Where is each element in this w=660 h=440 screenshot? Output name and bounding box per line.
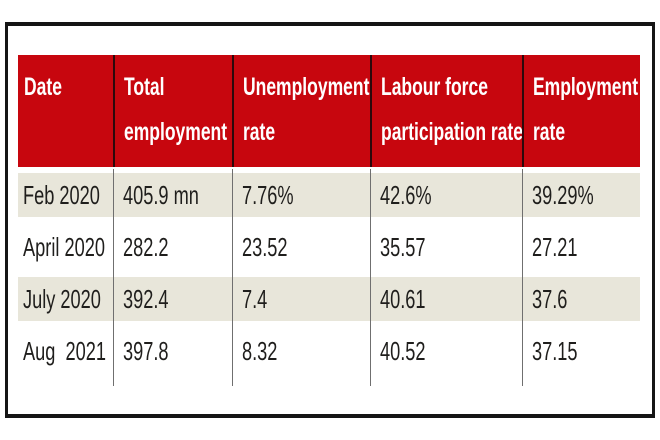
table-cell: 405.9 mn — [113, 169, 232, 221]
header-label: Total — [124, 73, 165, 101]
table-cell: 397.8 — [113, 325, 232, 377]
table-cell: April 2020 — [18, 221, 113, 273]
cell-value: 7.4 — [242, 284, 268, 314]
header-label: Date — [24, 73, 62, 101]
cell-value: 282.2 — [123, 232, 169, 262]
cell-value: 40.61 — [380, 284, 426, 314]
table-cell: 23.52 — [232, 221, 370, 273]
cell-value: 39.29% — [532, 180, 594, 210]
table-cell: 8.32 — [232, 325, 370, 377]
table-cell: 40.61 — [370, 273, 522, 325]
cell-value: 23.52 — [242, 232, 288, 262]
table-cell: 392.4 — [113, 273, 232, 325]
spacer-cell — [113, 377, 232, 386]
table-cell: 282.2 — [113, 221, 232, 273]
header-label: Labour force — [381, 73, 488, 101]
cell-value: April 2020 — [23, 232, 105, 262]
spacer-cell — [522, 377, 640, 386]
header-cell-unemployment-rate: Unemployment rate — [232, 55, 370, 167]
header-cell-labour-force-participation-rate: Labour force participation rate — [370, 55, 522, 167]
table-cell: 37.6 — [522, 273, 640, 325]
table-cell: 40.52 — [370, 325, 522, 377]
header-label: Unemployment — [243, 73, 370, 101]
header-label: rate — [533, 118, 566, 146]
header-cell-employment-rate: Employment rate — [522, 55, 640, 167]
table-cell: 7.4 — [232, 273, 370, 325]
cell-value: Aug 2021 — [23, 336, 106, 366]
column-divider-extension-row — [18, 377, 640, 386]
table-cell: 37.15 — [522, 325, 640, 377]
header-cell-date: Date — [18, 55, 113, 167]
header-label: Employment — [533, 73, 639, 101]
table-cell: 42.6% — [370, 169, 522, 221]
table-cell: Aug 2021 — [18, 325, 113, 377]
cell-value: July 2020 — [23, 284, 101, 314]
cell-value: Feb 2020 — [23, 180, 100, 210]
cell-value: 35.57 — [380, 232, 426, 262]
cell-value: 27.21 — [532, 232, 578, 262]
table-row-feb-2020: Feb 2020 405.9 mn 7.76% 42.6% 39.29% — [18, 169, 640, 221]
cell-value: 42.6% — [380, 180, 432, 210]
employment-data-table: Date Total employment Unemployment rate … — [18, 55, 640, 386]
table-row-aug-2021: Aug 2021 397.8 8.32 40.52 37.15 — [18, 325, 640, 377]
spacer-cell — [18, 377, 113, 386]
table-cell: 39.29% — [522, 169, 640, 221]
cell-value: 40.52 — [380, 336, 426, 366]
table-cell: 35.57 — [370, 221, 522, 273]
table-cell: July 2020 — [18, 273, 113, 325]
cell-value: 8.32 — [242, 336, 278, 366]
table-cell: 7.76% — [232, 169, 370, 221]
header-label: participation rate — [381, 118, 522, 146]
table-frame: Date Total employment Unemployment rate … — [5, 22, 655, 418]
cell-value: 397.8 — [123, 336, 169, 366]
spacer-cell — [370, 377, 522, 386]
header-cell-total-employment: Total employment — [113, 55, 232, 167]
table-header-row: Date Total employment Unemployment rate … — [18, 55, 640, 167]
cell-value: 37.15 — [532, 336, 578, 366]
header-label: rate — [243, 118, 276, 146]
cell-value: 7.76% — [242, 180, 294, 210]
spacer-cell — [232, 377, 370, 386]
table-cell: 27.21 — [522, 221, 640, 273]
cell-value: 405.9 mn — [123, 180, 199, 210]
table-row-july-2020: July 2020 392.4 7.4 40.61 37.6 — [18, 273, 640, 325]
cell-value: 392.4 — [123, 284, 169, 314]
cell-value: 37.6 — [532, 284, 568, 314]
table-row-april-2020: April 2020 282.2 23.52 35.57 27.21 — [18, 221, 640, 273]
header-label: employment — [124, 118, 228, 146]
table-cell: Feb 2020 — [18, 169, 113, 221]
